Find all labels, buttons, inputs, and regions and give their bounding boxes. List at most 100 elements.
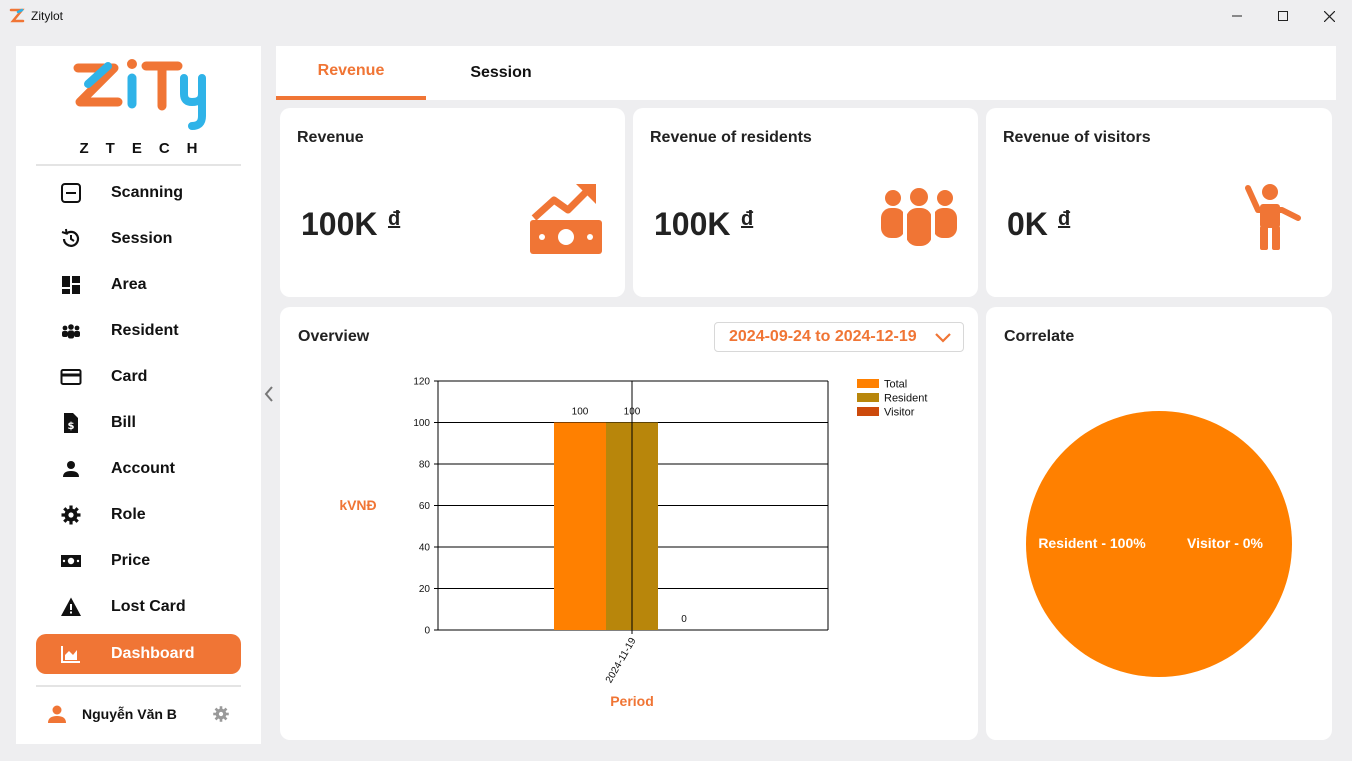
sidebar-item-label: Session [111, 230, 173, 247]
sidebar-divider [36, 685, 241, 687]
close-button[interactable] [1306, 0, 1352, 32]
legend-label: Total [884, 379, 907, 391]
overview-title: Overview [298, 328, 370, 345]
card-currency: đ [388, 208, 401, 230]
bill-icon: $ [60, 412, 82, 434]
y-tick-label: 100 [413, 418, 430, 429]
history-icon [60, 228, 82, 250]
scan-icon [60, 182, 82, 204]
sidebar-item-label: Card [111, 368, 148, 385]
user-avatar-icon [48, 705, 66, 723]
window-title: Zitylot [31, 9, 64, 23]
logo-subtitle: ZTECH [79, 140, 215, 157]
card-value: 100K [301, 206, 378, 242]
visitors-revenue-card: Revenue of visitors 0K đ [986, 108, 1332, 297]
minimize-icon [1232, 15, 1242, 17]
user-profile: Nguyễn Văn B [36, 698, 241, 730]
group-people-icon [881, 188, 957, 246]
pie-label-visitor: Visitor - 0% [1187, 535, 1264, 551]
correlate-title: Correlate [1004, 328, 1075, 345]
sidebar-item-scanning[interactable]: Scanning [36, 173, 241, 213]
title-bar: Zitylot [0, 0, 1352, 32]
svg-text:$: $ [68, 421, 75, 432]
y-tick-label: 120 [413, 377, 430, 388]
pie-slice-resident [1026, 411, 1292, 677]
legend-swatch-resident [857, 393, 879, 402]
card-title: Revenue of residents [650, 129, 812, 146]
sidebar-item-label: Resident [111, 322, 179, 339]
zity-logo [73, 59, 206, 130]
settings-gear-icon[interactable] [212, 705, 230, 723]
sidebar-item-session[interactable]: Session [36, 219, 241, 259]
y-tick-label: 80 [419, 460, 431, 471]
bar-value-label: 0 [681, 614, 687, 625]
revenue-growth-icon [530, 184, 602, 254]
sidebar-item-card[interactable]: Card [36, 357, 241, 397]
user-name: Nguyễn Văn B [82, 706, 177, 722]
x-tick-label: 2024-11-19 [604, 636, 639, 686]
bar-value-label: 100 [572, 407, 589, 418]
legend-label: Visitor [884, 407, 915, 419]
card-currency: đ [1058, 208, 1071, 230]
money-icon [60, 550, 82, 572]
sidebar-item-account[interactable]: Account [36, 449, 241, 489]
credit-card-icon [60, 366, 82, 388]
sidebar-item-label: Area [111, 276, 147, 293]
maximize-button[interactable] [1260, 0, 1306, 32]
sidebar-item-area[interactable]: Area [36, 265, 241, 305]
legend-swatch-visitor [857, 407, 879, 416]
chart-icon [60, 643, 82, 665]
card-value: 100K [654, 206, 731, 242]
y-tick-label: 0 [424, 626, 430, 637]
card-title: Revenue of visitors [1003, 129, 1151, 146]
sidebar-item-label: Account [111, 460, 175, 477]
date-range-value: 2024-09-24 to 2024-12-19 [729, 328, 917, 345]
sidebar-item-lost-card[interactable]: Lost Card [36, 587, 241, 627]
legend-swatch-total [857, 379, 879, 388]
correlate-pie-chart: Resident - 100% Visitor - 0% [1026, 411, 1292, 677]
card-title: Revenue [297, 129, 364, 146]
sidebar-item-label: Dashboard [111, 645, 195, 662]
visitor-waving-icon [1245, 184, 1301, 250]
bar-total [554, 422, 606, 630]
card-value: 0K [1007, 206, 1048, 242]
sidebar-item-label: Lost Card [111, 598, 186, 615]
collapse-sidebar-icon[interactable] [262, 385, 276, 403]
app-logo-icon [9, 8, 25, 23]
person-icon [60, 458, 82, 480]
people-icon [60, 320, 82, 342]
dashboard-grid-icon [60, 274, 82, 296]
legend-label: Resident [884, 393, 927, 405]
tab-bar: Revenue Session [276, 46, 1336, 100]
overview-card: Overview 2024-09-24 to 2024-12-19 0 20 40 6… [280, 307, 978, 740]
y-tick-label: 20 [419, 584, 431, 595]
x-axis-title: Period [610, 693, 654, 709]
minimize-button[interactable] [1214, 0, 1260, 32]
revenue-card: Revenue 100K đ [280, 108, 625, 297]
correlate-card: Correlate Resident - 100% Visitor - 0% [986, 307, 1332, 740]
maximize-icon [1278, 11, 1288, 21]
sidebar-item-label: Price [111, 552, 151, 569]
sidebar-item-resident[interactable]: Resident [36, 311, 241, 351]
gear-icon [60, 504, 82, 526]
residents-revenue-card: Revenue of residents 100K đ [633, 108, 978, 297]
sidebar-divider [36, 164, 241, 166]
close-icon [1323, 10, 1335, 22]
tab-revenue[interactable]: Revenue [276, 46, 426, 100]
sidebar-item-label: Role [111, 506, 146, 523]
sidebar-item-label: Bill [111, 414, 136, 431]
date-range-select[interactable]: 2024-09-24 to 2024-12-19 [714, 322, 964, 352]
sidebar-item-label: Scanning [111, 184, 184, 201]
y-tick-label: 40 [419, 543, 431, 554]
sidebar-item-role[interactable]: Role [36, 495, 241, 535]
sidebar-item-price[interactable]: Price [36, 541, 241, 581]
sidebar: ZTECH Scanning Session Area Resident Car… [16, 46, 261, 744]
sidebar-item-dashboard[interactable]: Dashboard [36, 634, 241, 674]
chevron-down-icon [935, 333, 951, 343]
y-tick-label: 60 [419, 501, 431, 512]
tab-session[interactable]: Session [470, 64, 532, 81]
sidebar-item-bill[interactable]: $ Bill [36, 403, 241, 443]
pie-label-resident: Resident - 100% [1038, 535, 1146, 551]
warning-icon [60, 596, 82, 618]
